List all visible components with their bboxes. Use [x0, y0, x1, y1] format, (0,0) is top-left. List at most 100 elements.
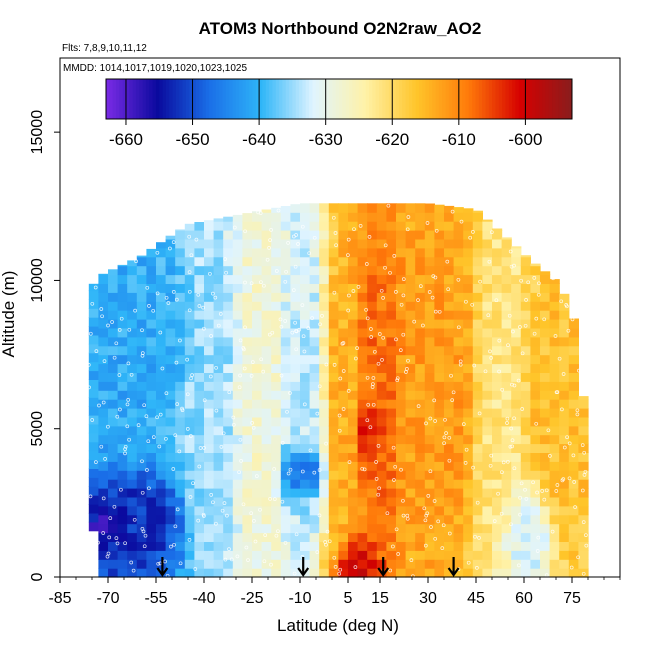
heatmap-cell — [242, 550, 253, 560]
heatmap-cell — [472, 221, 483, 231]
heatmap-cell — [232, 541, 243, 551]
heatmap-cell — [328, 327, 339, 338]
heatmap-cell — [108, 452, 119, 462]
heatmap-cell — [184, 488, 195, 498]
heatmap-cell — [444, 230, 455, 240]
observation-point — [280, 441, 285, 445]
heatmap-cell — [127, 470, 138, 480]
heatmap-cell — [338, 488, 349, 498]
heatmap-cell — [501, 283, 512, 293]
heatmap-cell — [280, 390, 291, 400]
heatmap-cell — [396, 452, 407, 462]
colorbar-segment — [505, 79, 510, 119]
observation-point — [508, 444, 513, 449]
heatmap-cell — [232, 336, 243, 347]
heatmap-cell — [252, 541, 263, 551]
heatmap-cell — [376, 425, 387, 436]
heatmap-cell — [117, 265, 128, 276]
heatmap-cell — [300, 265, 311, 276]
heatmap-cell — [530, 416, 541, 427]
heatmap-cell — [117, 452, 128, 462]
heatmap-cell — [252, 292, 263, 302]
heatmap-cell — [348, 319, 359, 329]
colorbar-segment — [372, 79, 377, 119]
heatmap-cell — [328, 274, 339, 284]
heatmap-cell — [530, 505, 541, 516]
observation-point — [237, 385, 242, 390]
observation-point — [445, 259, 450, 264]
heatmap-cell — [88, 512, 99, 523]
heatmap-cell — [328, 247, 339, 258]
heatmap-cell — [223, 541, 234, 551]
heatmap-cell — [348, 399, 359, 409]
heatmap-cell — [319, 292, 330, 302]
heatmap-cell — [444, 265, 455, 276]
observation-point — [341, 369, 346, 373]
heatmap-cell — [520, 265, 531, 276]
heatmap-cell — [568, 327, 579, 338]
observation-point — [573, 505, 577, 509]
heatmap-cell — [290, 416, 301, 427]
heatmap-cell — [252, 310, 263, 320]
heatmap-cell — [108, 336, 119, 347]
heatmap-cell — [156, 425, 167, 436]
heatmap-cell — [156, 327, 167, 338]
colorbar-segment — [149, 79, 154, 119]
heatmap-cell — [367, 354, 378, 365]
heatmap-cell — [175, 238, 186, 249]
heatmap-cell — [242, 470, 253, 480]
heatmap-cell — [453, 488, 464, 498]
heatmap-cell — [453, 390, 464, 400]
observation-point — [423, 518, 428, 523]
observation-point — [489, 356, 494, 360]
observation-point — [93, 285, 98, 290]
colorbar-segment — [562, 79, 566, 119]
heatmap-cell — [309, 363, 320, 373]
heatmap-cell — [136, 408, 147, 418]
heatmap-cell — [136, 256, 147, 267]
heatmap-cell — [482, 541, 493, 551]
heatmap-cell — [472, 443, 483, 453]
observation-point — [553, 334, 558, 338]
heatmap-cell — [559, 354, 570, 365]
heatmap-cell — [261, 568, 272, 578]
heatmap-cell — [501, 408, 512, 418]
heatmap-cell — [396, 408, 407, 418]
heatmap-cell — [146, 496, 157, 507]
observation-point — [190, 373, 194, 377]
heatmap-cell — [127, 310, 138, 320]
observation-point — [237, 470, 241, 475]
heatmap-cell — [386, 496, 397, 507]
observation-point — [136, 423, 141, 427]
heatmap-cell — [204, 336, 215, 347]
heatmap-cell — [348, 488, 359, 498]
heatmap-cell — [108, 408, 119, 418]
heatmap-cell — [108, 425, 119, 436]
observation-point — [374, 477, 379, 481]
heatmap-cell — [472, 523, 483, 534]
heatmap-cell — [396, 274, 407, 284]
y-tick-label: 5000 — [29, 411, 46, 447]
heatmap-cell — [511, 345, 522, 356]
heatmap-cell — [511, 256, 522, 267]
heatmap-cell — [386, 505, 397, 516]
heatmap-cell — [194, 354, 205, 365]
heatmap-cell — [232, 505, 243, 516]
heatmap-cell — [549, 336, 560, 347]
heatmap-cell — [300, 212, 311, 222]
heatmap-cell — [136, 274, 147, 284]
heatmap-cell — [501, 256, 512, 267]
heatmap-cell — [175, 256, 186, 267]
heatmap-cell — [501, 505, 512, 516]
heatmap-cell — [184, 336, 195, 347]
heatmap-cell — [213, 274, 224, 284]
heatmap-cell — [357, 532, 368, 542]
heatmap-cell — [117, 336, 128, 347]
heatmap-cell — [338, 345, 349, 356]
heatmap-cell — [108, 274, 119, 284]
heatmap-cell — [280, 443, 291, 453]
heatmap-cell — [501, 345, 512, 356]
heatmap-cell — [242, 488, 253, 498]
colorbar-segment — [312, 79, 317, 119]
heatmap-cell — [568, 354, 579, 365]
